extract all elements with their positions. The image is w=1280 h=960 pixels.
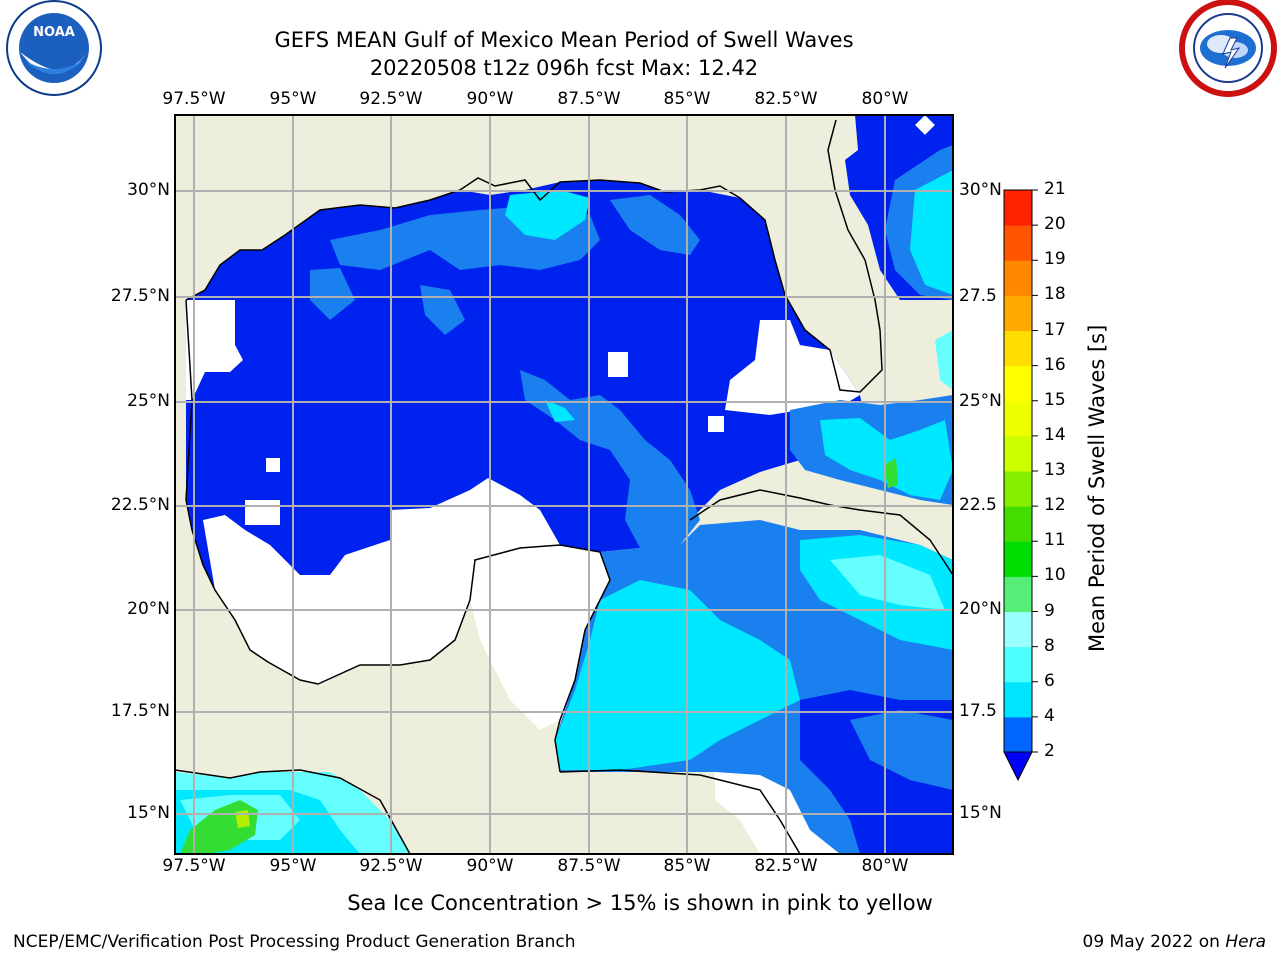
lon-label-top: 90°W xyxy=(466,89,514,109)
colorbar-extend-arrow xyxy=(1003,751,1033,782)
colorbar-tick-label: 11 xyxy=(1044,530,1066,551)
lat-label-right: 30°N xyxy=(959,180,1002,200)
sea-ice-caption: Sea Ice Concentration > 15% is shown in … xyxy=(0,891,1280,915)
no-data-gulf-spot xyxy=(608,352,628,377)
colorbar-tick-label: 2 xyxy=(1044,741,1055,761)
colorbar-title: Mean Period of Swell Waves [s] xyxy=(1085,324,1109,652)
noaa-logo: NOAA xyxy=(6,0,102,96)
footer-credit: NCEP/EMC/Verification Post Processing Pr… xyxy=(13,932,576,952)
lon-label-bottom: 95°W xyxy=(269,856,317,876)
no-data-west-spot xyxy=(245,500,280,525)
colorbar-tick-label: 8 xyxy=(1044,635,1055,656)
sea-ice-caption-text: Sea Ice Concentration > 15% is shown in … xyxy=(347,891,933,915)
lon-label-top: 87.5°W xyxy=(557,89,621,109)
colorbar-tick-label: 9 xyxy=(1044,600,1055,621)
lat-label-right: 25°N xyxy=(959,391,1002,411)
colorbar-segment xyxy=(1004,295,1032,331)
colorbar-tick-label: 16 xyxy=(1044,354,1066,375)
bahamas-pale-patch xyxy=(935,330,953,390)
no-data-west xyxy=(186,300,243,400)
lon-label-bottom: 87.5°W xyxy=(557,856,621,876)
colorbar-segment xyxy=(1004,400,1032,437)
colorbar-segment xyxy=(1004,646,1032,683)
caribbean-light-region xyxy=(555,580,800,770)
caribbean-mid-band xyxy=(850,710,953,790)
colorbar-segment xyxy=(1004,330,1032,367)
atlantic-outer-band xyxy=(910,170,953,295)
lat-label-left: 15°N xyxy=(127,803,170,823)
lon-label-bottom: 82.5°W xyxy=(754,856,818,876)
lat-label-right: 15°N xyxy=(959,803,1002,823)
no-data-florida-shelf xyxy=(725,320,860,415)
caribbean-pale-band xyxy=(830,555,945,610)
lat-label-right: 17.5 xyxy=(959,701,997,721)
colorbar-tick-label: 13 xyxy=(1044,460,1066,480)
lon-label-top: 85°W xyxy=(663,89,711,109)
colorbar-segment xyxy=(1004,576,1032,612)
colorbar xyxy=(1003,189,1038,782)
lon-label-bottom: 80°W xyxy=(861,856,909,876)
footer-date-text: 09 May 2022 on xyxy=(1082,932,1226,952)
lat-label-right: 20°N xyxy=(959,599,1002,619)
colorbar-segment xyxy=(1004,506,1032,542)
lat-label-right: 22.5 xyxy=(959,495,997,515)
colorbar-tick-label: 21 xyxy=(1044,179,1066,199)
gulf-ne-band-region xyxy=(610,195,700,255)
lat-label-left: 25°N xyxy=(127,391,170,411)
gulf-center-streak xyxy=(545,400,575,422)
colorbar-tick-label: 20 xyxy=(1044,214,1066,235)
colorbar-segment xyxy=(1004,260,1032,296)
lon-label-bottom: 85°W xyxy=(663,856,711,876)
lat-label-right: 27.5 xyxy=(959,286,997,306)
colorbar-tick-label: 10 xyxy=(1044,565,1066,586)
colorbar-tick-label: 19 xyxy=(1044,249,1066,270)
gulf-west-patch xyxy=(310,268,355,320)
colorbar-segment xyxy=(1004,435,1032,472)
graticule xyxy=(175,115,953,854)
lat-label-left: 20°N xyxy=(127,599,170,619)
no-data-spot-3 xyxy=(708,416,724,432)
chart-subtitle: 20220508 t12z 096h fcst Max: 12.42 xyxy=(369,56,759,80)
bahamas-green-patch xyxy=(884,458,898,488)
colorbar-tick-label: 15 xyxy=(1044,389,1066,410)
no-data-yucatan xyxy=(470,545,610,730)
lat-label-left: 30°N xyxy=(127,180,170,200)
colorbar-tick-label: 14 xyxy=(1044,424,1066,445)
footer-host: Hera xyxy=(1225,932,1266,952)
lon-label-bottom: 90°W xyxy=(466,856,514,876)
colorbar-tick-label: 6 xyxy=(1044,670,1055,691)
lon-label-bottom: 97.5°W xyxy=(162,856,226,876)
colorbar-segment xyxy=(1004,365,1032,402)
colorbar-tick-label: 18 xyxy=(1044,284,1066,305)
footer-date: 09 May 2022 on Hera xyxy=(1083,932,1267,952)
lat-label-left: 17.5°N xyxy=(110,701,170,721)
lat-label-left: 22.5°N xyxy=(110,495,170,515)
colorbar-segment xyxy=(1004,471,1032,507)
lon-label-top: 95°W xyxy=(269,89,317,109)
no-data-spot-2 xyxy=(266,458,280,472)
colorbar-segment xyxy=(1004,190,1032,226)
lon-label-bottom: 92.5°W xyxy=(359,856,423,876)
lat-label-left: 27.5°N xyxy=(110,286,170,306)
lon-label-top: 92.5°W xyxy=(359,89,423,109)
map-frame xyxy=(174,114,954,855)
noaa-logo-text: NOAA xyxy=(33,25,75,40)
colorbar-segment xyxy=(1004,611,1032,648)
colorbar-tick-label: 4 xyxy=(1044,705,1055,726)
gulf-delta-region xyxy=(505,190,590,240)
colorbar-segment xyxy=(1004,225,1032,261)
colorbar-tick-label: 17 xyxy=(1044,319,1066,340)
bahamas-shallow-region xyxy=(820,418,953,500)
colorbar-segment xyxy=(1004,716,1032,753)
lon-label-top: 97.5°W xyxy=(162,89,226,109)
lon-label-top: 82.5°W xyxy=(754,89,818,109)
nws-logo xyxy=(1179,0,1277,97)
chart-title: GEFS MEAN Gulf of Mexico Mean Period of … xyxy=(274,28,854,52)
colorbar-tick-label: 12 xyxy=(1044,495,1066,516)
colorbar-segment xyxy=(1004,681,1032,718)
lon-label-top: 80°W xyxy=(861,89,909,109)
colorbar-segment xyxy=(1004,541,1032,577)
